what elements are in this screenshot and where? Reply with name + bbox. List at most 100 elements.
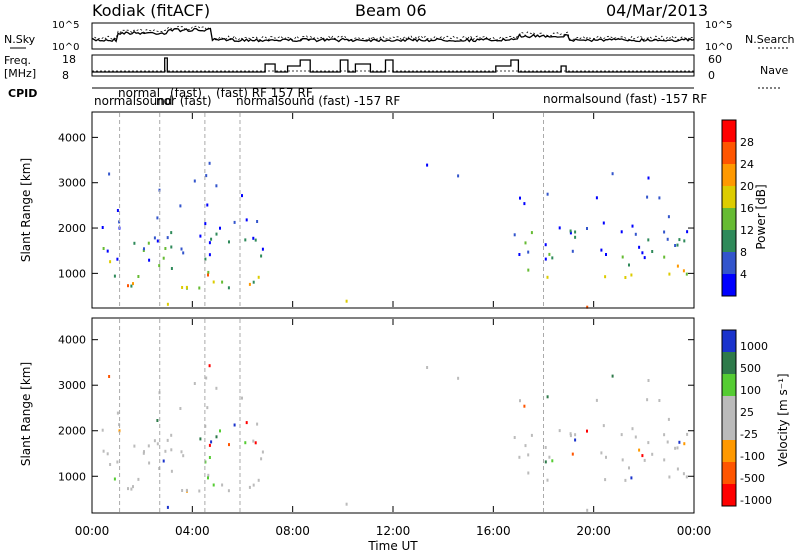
- power-cell: [245, 218, 248, 222]
- velocity-cell: [621, 458, 624, 462]
- noise-panel: [91, 22, 695, 50]
- power-cell: [206, 203, 209, 207]
- velocity-cell: [215, 386, 218, 390]
- power-cell: [142, 249, 145, 252]
- velocity-cell: [164, 449, 167, 453]
- power-cell: [630, 273, 633, 277]
- velocity-cell: [530, 433, 533, 437]
- velocity-cell: [663, 433, 666, 437]
- power-cell: [663, 230, 666, 234]
- power-cell: [113, 274, 116, 278]
- power-cell: [221, 280, 224, 284]
- velocity-cell: [170, 469, 173, 473]
- power-cell: [254, 238, 257, 242]
- cpid-text-6: nor (fast): [156, 94, 212, 108]
- noise-search-label: N.Search: [745, 33, 795, 46]
- x-tick-label: 16:00: [476, 524, 511, 538]
- power-cell: [182, 251, 185, 255]
- power-cell: [164, 247, 167, 250]
- y-tick-label: 3000: [58, 177, 86, 190]
- velocity-cell: [685, 475, 688, 479]
- velocity-cell: [208, 456, 211, 459]
- velocity-cell: [248, 485, 251, 489]
- velocity-cell: [426, 366, 429, 369]
- power-cell: [527, 250, 530, 254]
- power-cell: [558, 226, 561, 230]
- power-cell: [256, 220, 259, 223]
- velocity-cell: [647, 441, 650, 445]
- power-cell: [148, 258, 151, 262]
- nave-tick-bottom: 0: [708, 69, 715, 82]
- power-cell: [634, 232, 637, 236]
- power-cell: [153, 236, 156, 240]
- noise-left-tick-top: 10^5: [52, 20, 79, 31]
- cpid-label: CPID: [8, 87, 37, 100]
- velocity-ylabel: Slant Range [km]: [19, 362, 33, 466]
- velocity-cell: [182, 454, 185, 458]
- power-cell: [624, 276, 627, 279]
- velocity-colorbar-tick: -500: [740, 472, 765, 485]
- velocity-cell: [181, 489, 184, 492]
- power-ylabel: Slant Range [km]: [19, 158, 33, 262]
- power-colorbar-swatch: [722, 274, 736, 296]
- velocity-cell: [116, 411, 119, 415]
- velocity-cell: [156, 419, 159, 422]
- velocity-colorbar-swatch: [722, 484, 736, 506]
- velocity-cell: [586, 429, 588, 433]
- velocity-cell: [600, 451, 603, 455]
- velocity-cell: [208, 364, 211, 368]
- x-tick-label: 12:00: [376, 524, 411, 538]
- nave-label: Nave: [760, 64, 788, 77]
- velocity-cell: [667, 417, 670, 421]
- power-cell: [109, 260, 112, 264]
- power-cell: [569, 229, 572, 233]
- velocity-colorbar-tick: -100: [740, 450, 765, 463]
- velocity-cell: [668, 475, 671, 479]
- velocity-cell: [215, 435, 218, 439]
- power-cell: [530, 231, 533, 235]
- power-colorbar: 4 8 12 16 20 24 28: [721, 119, 754, 297]
- power-cell: [668, 272, 671, 276]
- power-cell: [685, 272, 688, 276]
- power-cell: [208, 161, 211, 165]
- velocity-cell: [544, 446, 547, 449]
- power-cell: [116, 257, 119, 261]
- velocity-cell: [571, 452, 574, 456]
- power-cell: [199, 234, 202, 238]
- velocity-cell: [551, 459, 554, 463]
- velocity-colorbar-tick: 25: [740, 406, 754, 419]
- velocity-colorbar-swatch: [722, 462, 736, 484]
- velocity-cell: [199, 437, 202, 441]
- power-colorbar-tick: 28: [740, 136, 754, 149]
- power-y-ticks: 1000 2000 3000 4000: [58, 131, 694, 280]
- power-cell: [586, 305, 589, 309]
- velocity-cell: [261, 450, 264, 454]
- velocity-cell: [638, 448, 641, 452]
- power-cell: [132, 282, 134, 286]
- power-cell: [611, 172, 614, 176]
- power-cell: [647, 238, 650, 242]
- power-cell: [666, 237, 669, 241]
- power-cell: [426, 163, 429, 167]
- velocity-cell: [682, 472, 685, 476]
- power-cell: [143, 247, 145, 251]
- velocity-cell: [586, 508, 589, 512]
- cpid-text-1: normal: [118, 86, 160, 100]
- y-tick-label: 2000: [58, 222, 86, 235]
- velocity-cell: [611, 374, 614, 378]
- power-panel: [91, 111, 695, 309]
- noise-left-tick-bottom: 10^0: [52, 42, 79, 53]
- velocity-cell: [208, 443, 211, 447]
- power-cell: [551, 256, 554, 260]
- velocity-cell: [252, 483, 255, 487]
- velocity-cell: [674, 446, 677, 450]
- velocity-cell: [513, 436, 516, 439]
- velocity-cell: [569, 432, 572, 436]
- velocity-cell: [605, 455, 607, 459]
- power-cell: [106, 249, 109, 253]
- velocity-cell: [158, 467, 161, 470]
- power-cell: [647, 176, 650, 180]
- velocity-cell: [233, 423, 236, 427]
- power-cell: [682, 269, 685, 273]
- velocity-cell: [666, 440, 669, 444]
